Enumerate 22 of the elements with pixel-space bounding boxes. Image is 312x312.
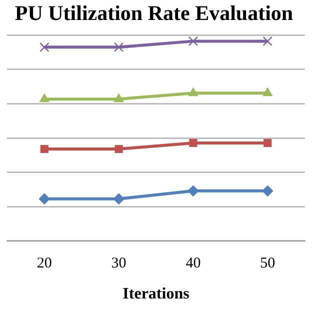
point [188, 88, 198, 96]
x-axis-title: Iterations [122, 286, 190, 303]
point [40, 94, 50, 102]
point [262, 185, 274, 196]
point [262, 88, 272, 96]
x-tick-label: 20 [36, 256, 52, 272]
point [40, 144, 48, 154]
point [189, 138, 198, 148]
point [114, 94, 124, 102]
point [38, 193, 50, 204]
point [188, 185, 199, 196]
point [188, 36, 198, 46]
chart-title: PU Utilization Rate Evaluation [14, 1, 294, 26]
point [40, 42, 50, 52]
x-tick-label: 30 [111, 256, 126, 272]
point [114, 42, 124, 52]
x-tick-label: 50 [260, 256, 276, 272]
point [114, 144, 123, 154]
x-tick-label: 40 [186, 256, 201, 272]
point [262, 36, 272, 46]
point [113, 193, 124, 204]
point [264, 138, 272, 148]
